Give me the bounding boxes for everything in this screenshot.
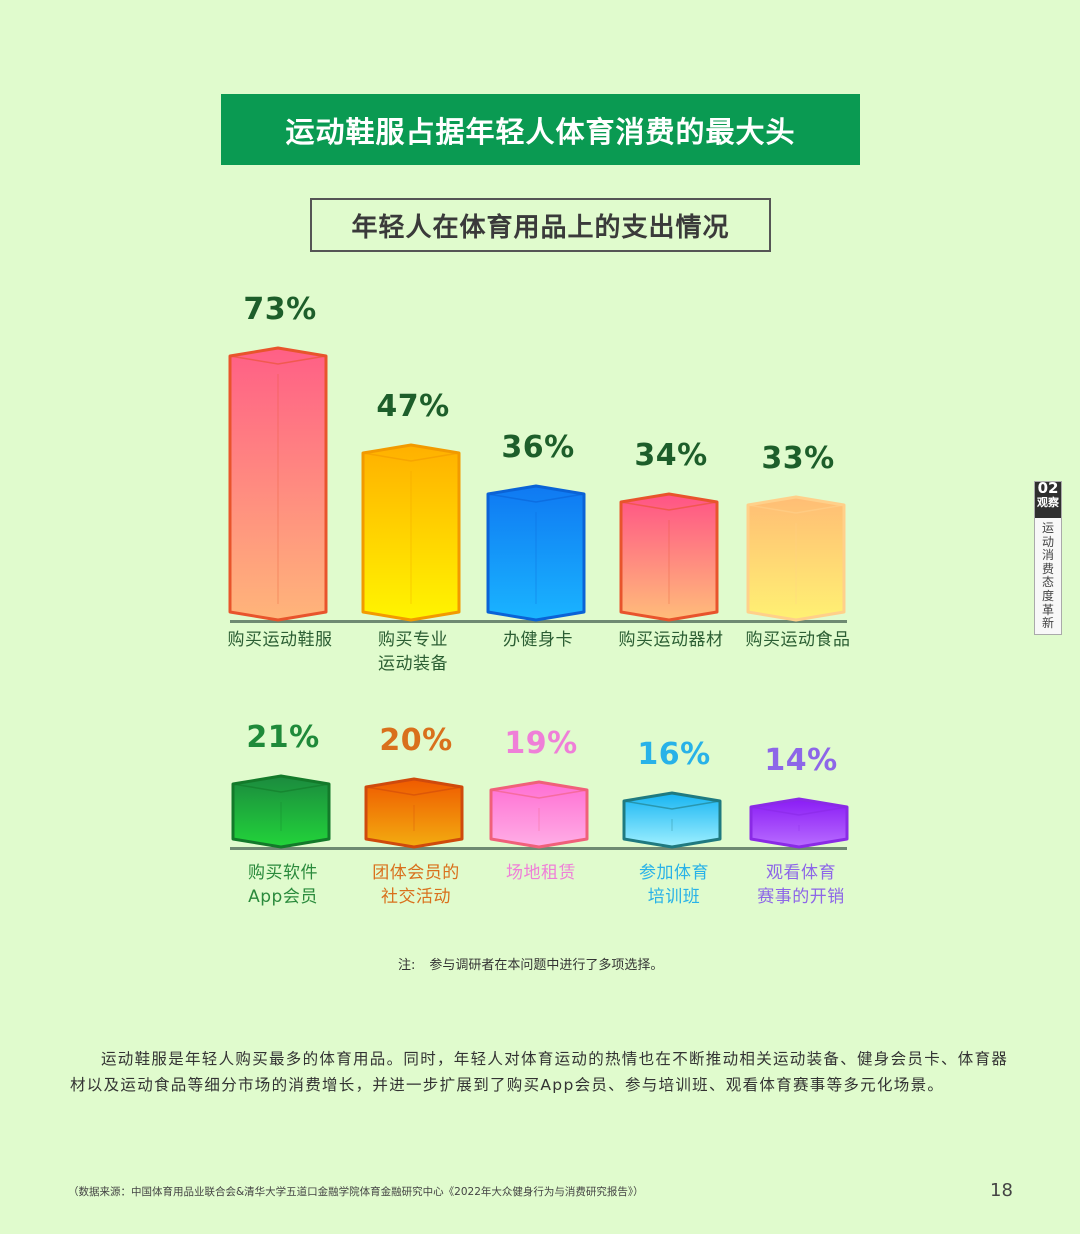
bar-label-line: 购买运动鞋服 <box>227 630 333 650</box>
chart-row-bottom: 21% 购买软件 App会员 20% 团体会员的社交活动 19% 场地租赁 16% 参加体育培训… <box>230 715 849 925</box>
bar-value-label: 34% <box>634 438 708 473</box>
bar-value-label: 20% <box>379 723 453 758</box>
side-tab-number: 02 <box>1037 482 1059 497</box>
side-tab-category: 观察 <box>1037 496 1059 509</box>
bar <box>489 780 589 849</box>
bar-category-label: 购买软件 App会员 <box>203 861 363 909</box>
page-title-banner: 运动鞋服占据年轻人体育消费的最大头 <box>221 94 860 165</box>
bar-category-label: 购买专业 运动装备 <box>333 628 493 676</box>
bar-value-label: 36% <box>501 430 575 465</box>
bar-label-line: 购买软件 <box>248 863 318 883</box>
bar-label-line: 购买专业 <box>378 630 448 650</box>
bar-category-label: 购买运动鞋服 <box>200 628 360 652</box>
bar-label-line: 购买运动食品 <box>745 630 851 650</box>
bar-value-label: 33% <box>761 441 835 476</box>
chart-note: 注: 参与调研者在本问题中进行了多项选择。 <box>398 954 663 973</box>
data-source: （数据来源：中国体育用品业联合会&清华大学五道口金融学院体育金融研究中心《202… <box>68 1186 644 1198</box>
bar-value-label: 19% <box>504 726 578 761</box>
bar-label-line: 赛事的开销 <box>757 887 845 907</box>
chart-title: 年轻人在体育用品上的支出情况 <box>351 212 730 243</box>
bar-value-label: 16% <box>637 737 711 772</box>
bar-category-label: 场地租赁 <box>461 861 621 885</box>
bar-label-line: 团体会员的 <box>372 863 460 883</box>
page-title: 运动鞋服占据年轻人体育消费的最大头 <box>285 114 796 149</box>
bar-value-label: 21% <box>246 720 320 755</box>
bar-value-label: 73% <box>243 292 317 327</box>
bar-label-line: 参加体育 <box>639 863 709 883</box>
bar-category-label: 参加体育 培训班 <box>594 861 754 909</box>
bar <box>361 443 461 622</box>
bar <box>486 484 586 622</box>
bar-label-line: 观看体育 <box>766 863 836 883</box>
body-paragraph: 运动鞋服是年轻人购买最多的体育用品。同时，年轻人对体育运动的热情也在不断推动相关… <box>70 1050 1009 1094</box>
side-tab-section-title: 运动消费态度革新 <box>1041 521 1054 631</box>
bar-label-line: 购买运动器材 <box>618 630 724 650</box>
bar-label-line: App会员 <box>248 887 318 907</box>
note-label: 注: <box>398 958 416 973</box>
bar-label-line: 运动装备 <box>378 654 448 674</box>
bar <box>364 777 464 849</box>
page-number: 18 <box>990 1180 1013 1201</box>
bar <box>231 774 331 849</box>
bar-label-line: 场地租赁 <box>506 863 576 883</box>
bar <box>749 797 849 849</box>
bar-value-label: 14% <box>764 743 838 778</box>
bar-label-line: 办健身卡 <box>503 630 573 650</box>
chart-baseline <box>230 620 847 623</box>
section-side-tab[interactable]: 02 观察 运动消费态度革新 <box>1034 481 1062 635</box>
bar-label-line: 社交活动 <box>381 887 451 907</box>
bar-category-label: 办健身卡 <box>458 628 618 652</box>
note-text: 参与调研者在本问题中进行了多项选择。 <box>429 958 664 973</box>
side-tab-header: 02 观察 <box>1035 482 1061 518</box>
bar <box>622 791 722 849</box>
bar-category-label: 购买运动器材 <box>591 628 751 652</box>
bar-category-label: 团体会员的 社交活动 <box>336 861 496 909</box>
bar-label-line: 培训班 <box>647 887 701 907</box>
chart-title-box: 年轻人在体育用品上的支出情况 <box>310 198 771 252</box>
bar <box>228 346 328 622</box>
bar <box>746 495 846 622</box>
bar <box>619 492 719 622</box>
bar-category-label: 购买运动食品 <box>718 628 878 652</box>
chart-row-top: 73% 购买运动鞋服 47% 购买专业运动装备 36% 办健身卡 34% 购买运动器材 33% 购… <box>228 280 851 700</box>
chart-baseline <box>230 847 847 850</box>
bar-category-label: 观看体育 赛事的开销 <box>721 861 881 909</box>
bar-value-label: 47% <box>376 389 450 424</box>
